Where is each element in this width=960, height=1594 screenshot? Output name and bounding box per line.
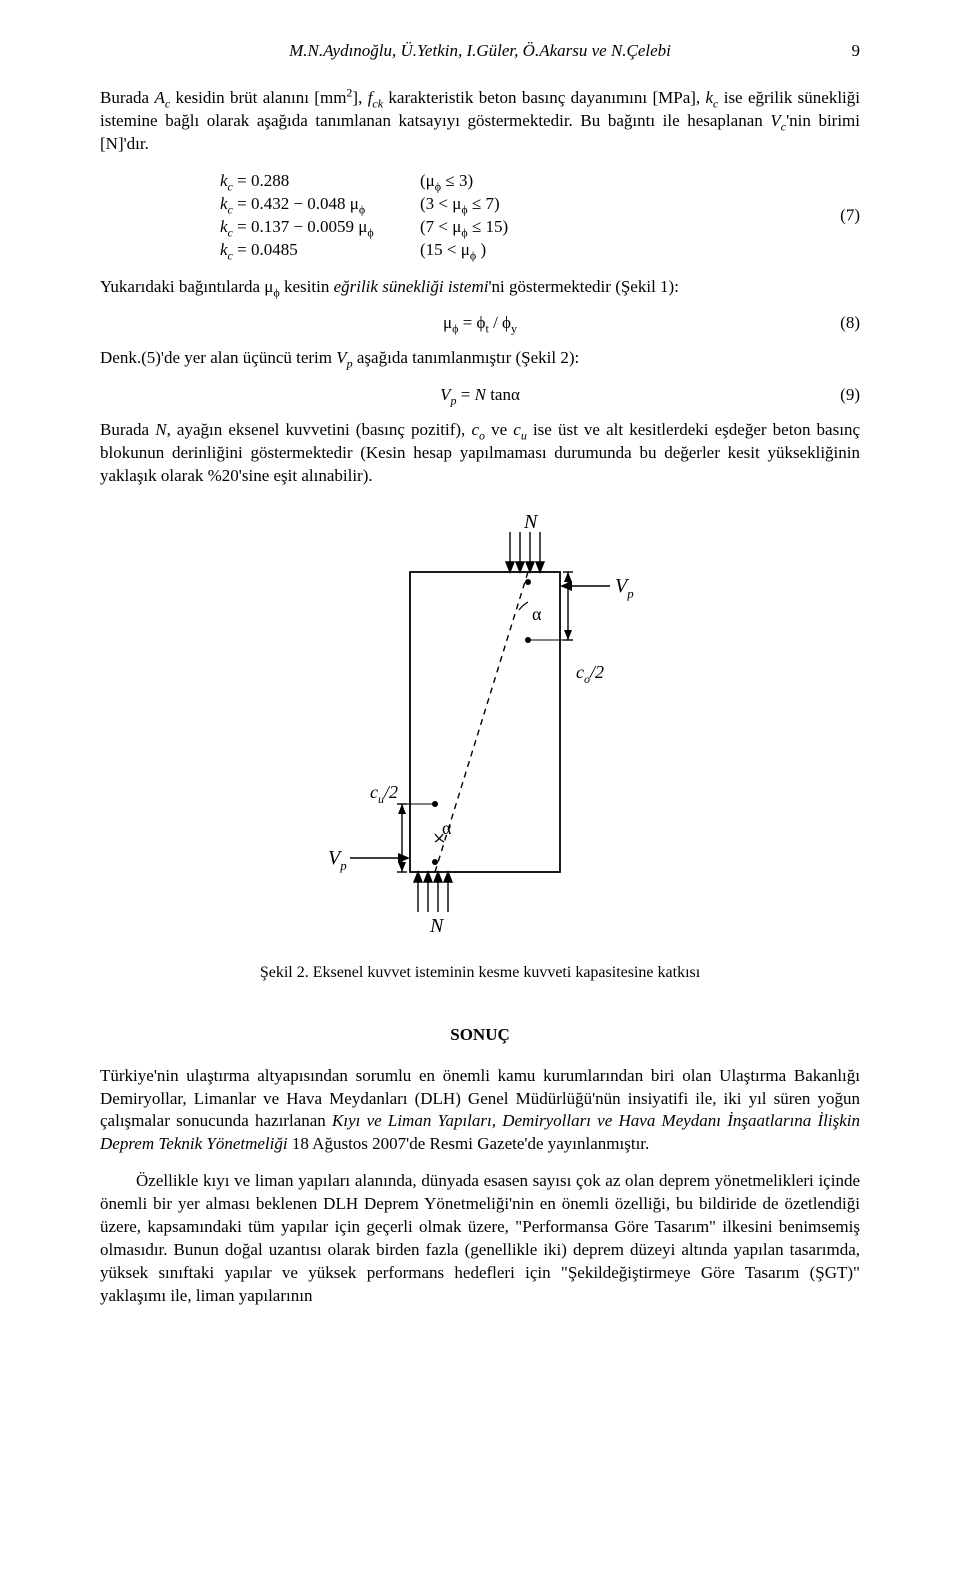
para-1: Burada Ac kesidin brüt alanını [mm2], fc… <box>100 87 860 156</box>
eq7-row-3: kc = 0.137 − 0.0059 μϕ (7 < μϕ ≤ 15) <box>100 216 860 239</box>
conclusion-para-1: Türkiye'nin ulaştırma altyapısından soru… <box>100 1065 860 1157</box>
fig-label-vp-top: Vp <box>615 575 634 601</box>
para-3: Denk.(5)'de yer alan üçüncü terim Vp aşa… <box>100 347 860 370</box>
fig-label-co2: co/2 <box>576 662 604 686</box>
figure-2-caption: Şekil 2. Eksenel kuvvet isteminin kesme … <box>100 962 860 984</box>
eq8-number: (8) <box>840 312 860 335</box>
header-authors: M.N.Aydınoğlu, Ü.Yetkin, I.Güler, Ö.Akar… <box>289 41 671 60</box>
equation-9: Vp = N tanα (9) <box>100 384 860 407</box>
eq7-row-1: kc = 0.288 (μϕ ≤ 3) <box>100 170 860 193</box>
fig-label-n-bot: N <box>429 915 445 937</box>
eq7-number: (7) <box>840 204 860 227</box>
para-4: Burada N, ayağın eksenel kuvvetini (bası… <box>100 419 860 488</box>
fig-label-alpha-1: α <box>532 604 542 624</box>
para-2: Yukarıdaki bağıntılarda μϕ kesitin eğril… <box>100 276 860 299</box>
fig-label-alpha-2: α <box>442 818 452 838</box>
page: M.N.Aydınoğlu, Ü.Yetkin, I.Güler, Ö.Akar… <box>0 0 960 1382</box>
page-number: 9 <box>852 40 861 63</box>
fig-label-n-top: N <box>523 512 539 533</box>
figure-2-svg: N N Vp Vp co/2 cu/2 α α <box>310 512 650 952</box>
eq7-row-2: kc = 0.432 − 0.048 μϕ (3 < μϕ ≤ 7) <box>100 193 860 216</box>
eq7-row-4: kc = 0.0485 (15 < μϕ ) <box>100 239 860 262</box>
equation-7: kc = 0.288 (μϕ ≤ 3) kc = 0.432 − 0.048 μ… <box>100 170 860 262</box>
fig-label-vp-bot: Vp <box>328 847 347 873</box>
equation-8: μϕ = ϕt / ϕy (8) <box>100 312 860 335</box>
figure-2: N N Vp Vp co/2 cu/2 α α <box>310 512 650 952</box>
section-title-sonuc: SONUÇ <box>100 1024 860 1047</box>
eq9-number: (9) <box>840 384 860 407</box>
fig-label-cu2: cu/2 <box>370 782 398 806</box>
conclusion-para-2: Özellikle kıyı ve liman yapıları alanınd… <box>100 1170 860 1308</box>
running-header: M.N.Aydınoğlu, Ü.Yetkin, I.Güler, Ö.Akar… <box>100 40 860 63</box>
